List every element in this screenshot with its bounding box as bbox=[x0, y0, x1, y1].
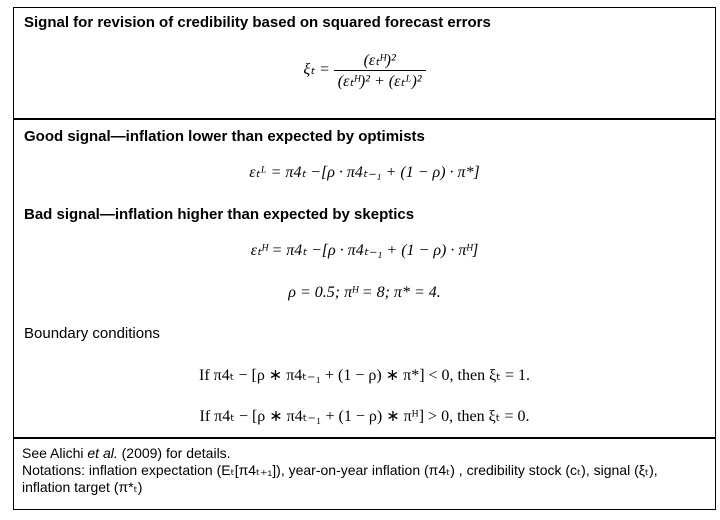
section-title: Signal for revision of credibility based… bbox=[24, 14, 491, 31]
denominator: (εₜᴴ)² + (εₜᴸ)² bbox=[337, 73, 422, 90]
table: Signal for revision of credibility based… bbox=[13, 7, 716, 510]
parameters: ρ = 0.5; πᴴ = 8; π* = 4. bbox=[288, 284, 441, 301]
text: See Alichi bbox=[22, 445, 88, 461]
condition: If π4ₜ − [ρ ∗ π4ₜ₋₁ + (1 − ρ) ∗ πᴴ] > 0,… bbox=[199, 408, 530, 425]
numerator: (εₜᴴ)² bbox=[333, 50, 426, 71]
text: (2009) for details. bbox=[117, 445, 231, 461]
formula-lhs: ξₜ = bbox=[303, 61, 330, 79]
footer: See Alichi et al. (2009) for details. No… bbox=[22, 445, 709, 496]
notations: Notations: inflation expectation (Eₜ[π4ₜ… bbox=[22, 462, 658, 495]
formula: ξₜ = (εₜᴴ)² (εₜᴴ)² + (εₜᴸ)² bbox=[14, 50, 715, 91]
reference: See Alichi et al. (2009) for details. bbox=[22, 445, 709, 462]
good-heading: Good signal—inflation lower than expecte… bbox=[24, 128, 425, 145]
text: et al. bbox=[87, 445, 118, 461]
boundary-heading: Boundary conditions bbox=[24, 325, 160, 342]
bad-heading: Bad signal—inflation higher than expecte… bbox=[24, 206, 415, 223]
bad-formula: εₜᴴ = π4ₜ −[ρ · π4ₜ₋₁ + (1 − ρ) · πᴴ] bbox=[250, 242, 479, 259]
section-signals: Good signal—inflation lower than expecte… bbox=[14, 120, 715, 439]
section-signal: Signal for revision of credibility based… bbox=[14, 8, 715, 120]
condition: If π4ₜ − [ρ ∗ π4ₜ₋₁ + (1 − ρ) ∗ π*] < 0,… bbox=[199, 367, 530, 384]
fraction: (εₜᴴ)² (εₜᴴ)² + (εₜᴸ)² bbox=[333, 50, 426, 91]
good-formula: εₜᴸ = π4ₜ −[ρ · π4ₜ₋₁ + (1 − ρ) · π*] bbox=[249, 164, 480, 181]
